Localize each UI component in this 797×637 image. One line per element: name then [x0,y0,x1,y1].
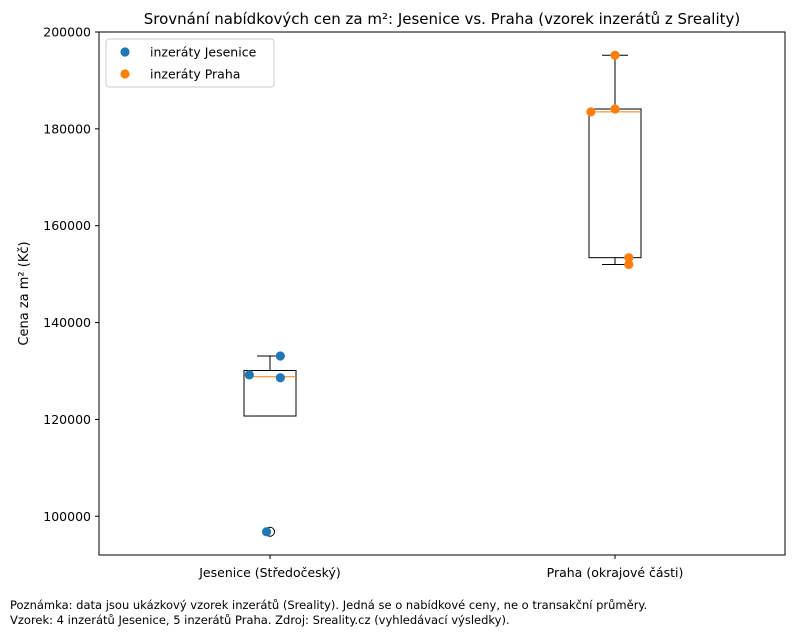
legend: inzeráty Jesenice inzeráty Praha [105,38,275,88]
point-1-4 [624,259,634,270]
point-1-0 [610,50,620,60]
boxplot-chart: Srovnání nabídkových cen za m²: Jesenice… [17,10,786,580]
y-tick-label-1: 120000 [43,412,91,427]
y-axis-label: Cena za m² (Kč) [17,241,32,345]
point-1-1 [586,107,596,117]
box-group-1 [588,54,642,265]
legend-label-1: inzeráty Praha [150,67,240,82]
y-tick-label-0: 100000 [43,509,91,524]
legend-box [105,38,275,88]
series-1 [586,50,634,270]
footnote-line-1: Poznámka: data jsou ukázkový vzorek inze… [10,598,648,612]
point-0-0 [244,370,254,380]
chart-title: Srovnání nabídkových cen za m²: Jesenice… [144,10,741,28]
legend-marker-0 [120,47,130,57]
y-tick-label-5: 200000 [43,25,91,40]
point-1-3 [624,253,634,263]
y-tick-label-2: 140000 [43,315,91,330]
point-0-3 [261,527,272,537]
box-group-0 [243,355,297,537]
point-0-1 [275,351,285,361]
y-tick-label-3: 160000 [43,218,91,233]
footnote-line-2: Vzorek: 4 inzerátů Jesenice, 5 inzerátů … [10,613,510,627]
x-tick-label-0: Jesenice (Středočeský) [198,565,341,580]
point-0-2 [275,373,285,383]
box-iqr [243,369,297,417]
y-tick-label-4: 180000 [43,121,91,136]
legend-label-0: inzeráty Jesenice [150,45,257,60]
x-tick-label-1: Praha (okrajové části) [547,565,684,580]
box-iqr [588,108,642,259]
series-0 [244,351,285,537]
legend-marker-1 [120,69,130,79]
point-1-2 [610,104,620,114]
plot-frame [98,31,786,556]
